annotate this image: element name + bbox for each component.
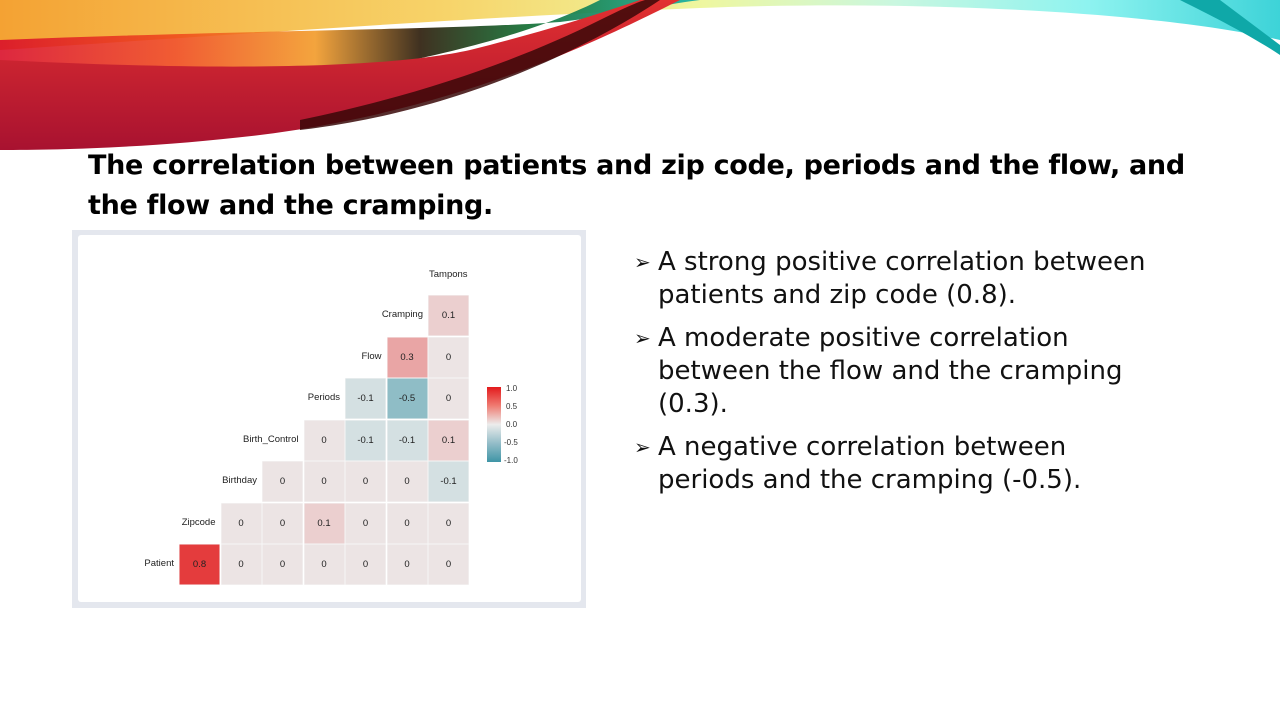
heatmap-cell: 0 — [428, 336, 469, 378]
heatmap-cell: 0 — [386, 461, 428, 502]
legend-tick-label: 0.5 — [506, 402, 518, 411]
legend-tick-label: 0.0 — [506, 420, 518, 429]
heatmap-cell: 0 — [220, 544, 262, 585]
arrow-bullet-icon: ➢ — [634, 326, 651, 350]
column-label: Tampons — [429, 268, 468, 280]
heatmap-cell: 0 — [220, 502, 262, 544]
slide-title: The correlation between patients and zip… — [88, 150, 1185, 221]
color-scale-legend — [487, 387, 501, 462]
heatmap-cell: 0 — [345, 544, 386, 585]
heatmap-cell: 0 — [262, 544, 303, 585]
heatmap-cell: 0.8 — [179, 544, 220, 585]
arrow-bullet-icon: ➢ — [634, 250, 651, 274]
legend-tick-label: -1.0 — [504, 456, 518, 465]
bullet-text: A strong positive correlation between pa… — [658, 247, 1146, 310]
bullet-item: ➢ A moderate positive correlation betwee… — [634, 322, 1154, 421]
bullet-item: ➢ A strong positive correlation between … — [634, 246, 1154, 312]
row-label: Birth_Control — [243, 433, 299, 445]
arrow-bullet-icon: ➢ — [634, 435, 651, 459]
row-label: Cramping — [381, 309, 423, 320]
heatmap-cell: 0 — [345, 502, 386, 544]
row-label: Flow — [361, 350, 382, 362]
heatmap-cell: 0 — [262, 502, 303, 544]
legend-tick-label: -0.5 — [504, 438, 518, 447]
decorative-swoosh-banner — [0, 0, 1280, 150]
heatmap-cell: 0 — [386, 502, 428, 544]
heatmap-cell: -0.1 — [345, 378, 386, 419]
heatmap-cell: 0 — [303, 461, 345, 502]
bullet-text: A negative correlation between periods a… — [658, 432, 1082, 495]
heatmap-cell: -0.1 — [345, 419, 386, 461]
heatmap-cell: 0.1 — [303, 502, 345, 544]
heatmap-cell: 0 — [428, 544, 469, 585]
row-label: Birthday — [222, 475, 257, 486]
heatmap-cell: 0.1 — [428, 295, 469, 336]
heatmap-cell: 0 — [262, 461, 303, 502]
heatmap-cell: 0 — [428, 502, 469, 544]
heatmap-cell: 0 — [303, 419, 345, 461]
heatmap-cell: -0.1 — [428, 461, 469, 502]
heatmap-cell: 0.1 — [428, 419, 469, 461]
heatmap-cell: -0.1 — [386, 419, 428, 461]
bullet-text: A moderate positive correlation between … — [658, 323, 1123, 419]
heatmap-cell: 0 — [303, 544, 345, 585]
legend-tick-label: 1.0 — [506, 384, 518, 393]
bullet-list: ➢ A strong positive correlation between … — [634, 246, 1154, 507]
row-label: Patient — [144, 558, 174, 569]
row-label: Periods — [307, 392, 340, 403]
heatmap-cell: 0 — [386, 544, 428, 585]
row-label: Zipcode — [181, 516, 216, 528]
bullet-item: ➢ A negative correlation between periods… — [634, 431, 1154, 497]
heatmap-cell: 0 — [428, 378, 469, 419]
heatmap-cell: 0.3 — [386, 336, 428, 378]
heatmap-cell: 0 — [345, 461, 386, 502]
heatmap-cell: -0.5 — [386, 378, 428, 419]
